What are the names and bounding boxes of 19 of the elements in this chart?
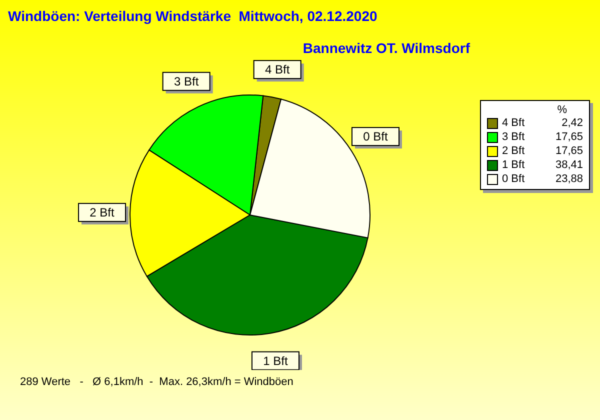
legend-label: 0 Bft: [502, 173, 526, 185]
legend-title: %: [556, 104, 568, 116]
data-label: 38,41: [554, 159, 583, 171]
slice-label: 0 Bft: [363, 130, 388, 144]
legend-label: 4 Bft: [502, 117, 526, 129]
slice-label: 3 Bft: [174, 74, 200, 88]
data-label: 17,65: [554, 131, 583, 143]
slice-label: 1 Bft: [263, 354, 288, 368]
data-label: 2,42: [560, 117, 583, 129]
slice-label: 4 Bft: [264, 62, 290, 77]
chart-title: Windböen: Verteilung Windstärke Mittwoch, 02.12.2020: [8, 8, 378, 24]
legend-label: 1 Bft: [502, 159, 526, 171]
data-label: 17,65: [554, 145, 583, 157]
legend-label: 3 Bft: [502, 131, 526, 143]
chart-subtitle: Bannewitz OT. Wilmsdorf: [302, 40, 470, 56]
legend-label: 2 Bft: [502, 145, 526, 157]
slice-label: 2 Bft: [90, 205, 116, 220]
data-label: 23,88: [554, 173, 583, 185]
text: 289 Werte - Ø 6,1km/h - Max. 26,3km/h = Windböen: [20, 376, 294, 388]
